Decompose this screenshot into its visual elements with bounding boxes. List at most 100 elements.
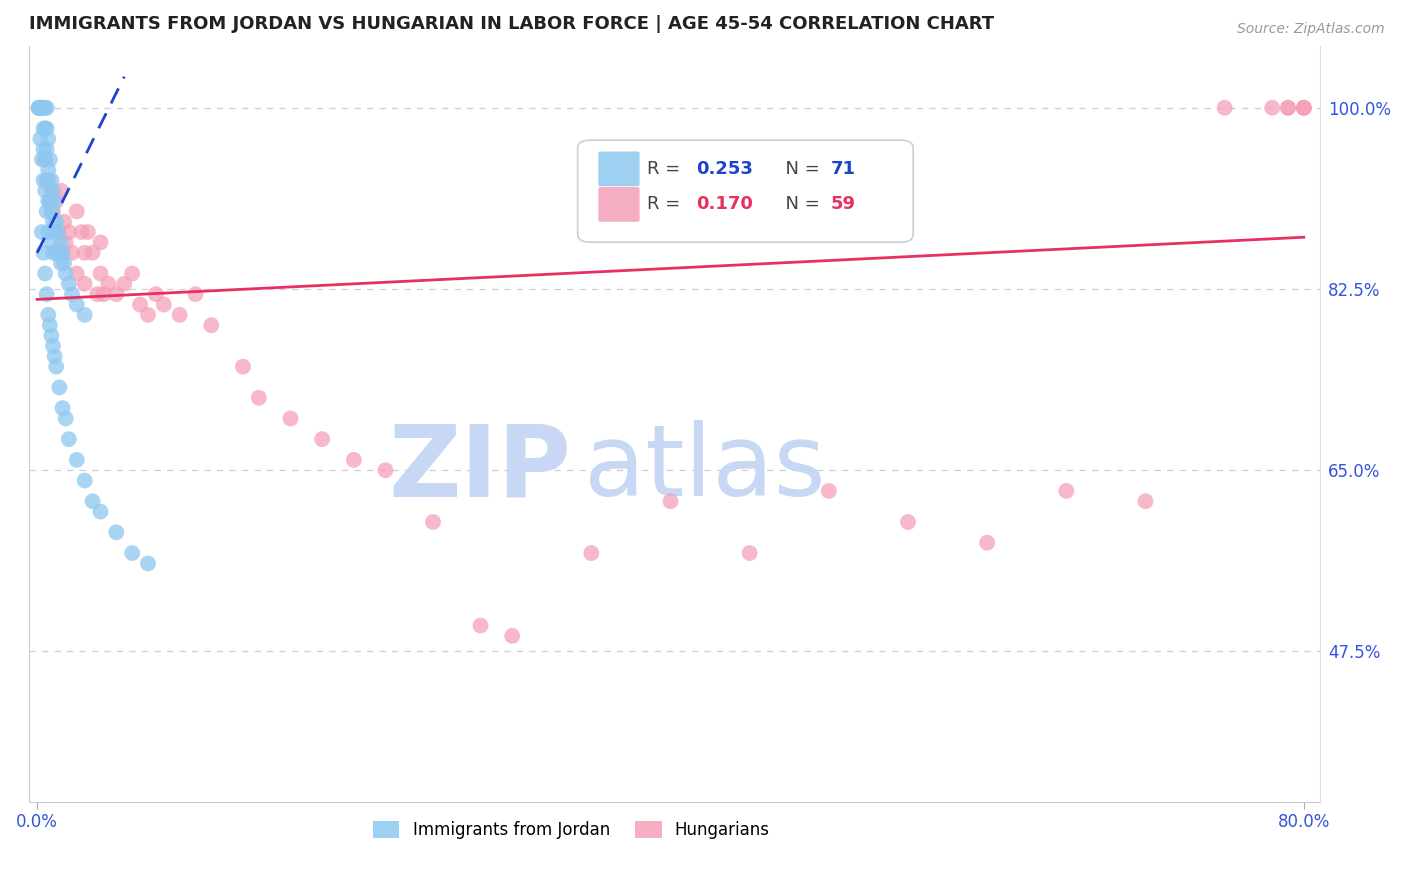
Immigrants from Jordan (35, 142, 58, 156)
Text: N =: N = (773, 160, 825, 178)
Immigrants from Jordan (66, 297, 89, 311)
Hungarians (73, 245, 96, 260)
Immigrants from Jordan (44, 194, 66, 208)
Hungarians (1292, 101, 1315, 115)
Immigrants from Jordan (45, 359, 67, 374)
Immigrants from Jordan (32, 121, 55, 136)
Immigrants from Jordan (42, 339, 65, 353)
Hungarians (184, 287, 207, 301)
Immigrants from Jordan (45, 215, 67, 229)
Immigrants from Jordan (51, 245, 73, 260)
Immigrants from Jordan (55, 411, 77, 425)
Immigrants from Jordan (42, 184, 65, 198)
Immigrants from Jordan (31, 153, 53, 167)
Hungarians (42, 204, 65, 219)
Hungarians (1292, 101, 1315, 115)
Hungarians (66, 267, 89, 281)
Immigrants from Jordan (82, 494, 104, 508)
Hungarians (82, 245, 104, 260)
Immigrants from Jordan (42, 215, 65, 229)
Immigrants from Jordan (46, 225, 69, 239)
Immigrants from Jordan (34, 153, 56, 167)
Hungarians (1054, 483, 1077, 498)
Hungarians (53, 215, 76, 229)
Hungarians (55, 235, 77, 250)
Hungarians (86, 287, 108, 301)
Immigrants from Jordan (73, 308, 96, 322)
Hungarians (89, 235, 111, 250)
Immigrants from Jordan (37, 308, 59, 322)
Text: N =: N = (773, 195, 825, 213)
Immigrants from Jordan (45, 245, 67, 260)
Hungarians (105, 287, 128, 301)
Immigrants from Jordan (38, 153, 60, 167)
Hungarians (374, 463, 396, 477)
Immigrants from Jordan (30, 101, 52, 115)
Immigrants from Jordan (48, 380, 70, 394)
Immigrants from Jordan (32, 101, 55, 115)
Immigrants from Jordan (44, 225, 66, 239)
Immigrants from Jordan (51, 401, 73, 415)
Hungarians (145, 287, 167, 301)
Hungarians (45, 194, 67, 208)
Hungarians (73, 277, 96, 291)
Hungarians (46, 225, 69, 239)
Immigrants from Jordan (49, 235, 72, 250)
Hungarians (738, 546, 761, 560)
Immigrants from Jordan (44, 349, 66, 363)
Immigrants from Jordan (35, 173, 58, 187)
Immigrants from Jordan (38, 318, 60, 333)
Hungarians (1277, 101, 1299, 115)
Immigrants from Jordan (73, 474, 96, 488)
Immigrants from Jordan (66, 453, 89, 467)
Immigrants from Jordan (28, 101, 51, 115)
Immigrants from Jordan (105, 525, 128, 540)
Immigrants from Jordan (58, 277, 80, 291)
Immigrants from Jordan (121, 546, 143, 560)
Immigrants from Jordan (32, 142, 55, 156)
Immigrants from Jordan (34, 121, 56, 136)
Hungarians (897, 515, 920, 529)
Hungarians (136, 308, 159, 322)
Immigrants from Jordan (49, 256, 72, 270)
Hungarians (422, 515, 444, 529)
Immigrants from Jordan (30, 132, 52, 146)
Hungarians (200, 318, 222, 333)
Text: 0.253: 0.253 (696, 160, 754, 178)
Hungarians (169, 308, 191, 322)
Text: R =: R = (647, 195, 686, 213)
Immigrants from Jordan (34, 101, 56, 115)
Immigrants from Jordan (41, 235, 63, 250)
Hungarians (1277, 101, 1299, 115)
Hungarians (112, 277, 135, 291)
Text: IMMIGRANTS FROM JORDAN VS HUNGARIAN IN LABOR FORCE | AGE 45-54 CORRELATION CHART: IMMIGRANTS FROM JORDAN VS HUNGARIAN IN L… (30, 15, 994, 33)
Hungarians (659, 494, 682, 508)
Immigrants from Jordan (31, 101, 53, 115)
Text: 0.170: 0.170 (696, 195, 754, 213)
Immigrants from Jordan (35, 204, 58, 219)
Hungarians (70, 225, 93, 239)
Hungarians (1213, 101, 1236, 115)
Immigrants from Jordan (89, 505, 111, 519)
Immigrants from Jordan (58, 432, 80, 446)
Hungarians (581, 546, 603, 560)
Immigrants from Jordan (28, 101, 51, 115)
Immigrants from Jordan (32, 245, 55, 260)
Hungarians (817, 483, 839, 498)
Immigrants from Jordan (30, 101, 52, 115)
Immigrants from Jordan (53, 256, 76, 270)
Hungarians (129, 297, 152, 311)
FancyBboxPatch shape (599, 152, 640, 186)
Immigrants from Jordan (42, 245, 65, 260)
Hungarians (1292, 101, 1315, 115)
Hungarians (66, 204, 89, 219)
Immigrants from Jordan (41, 173, 63, 187)
Hungarians (280, 411, 302, 425)
Immigrants from Jordan (34, 184, 56, 198)
Hungarians (1261, 101, 1284, 115)
Immigrants from Jordan (35, 287, 58, 301)
Hungarians (232, 359, 254, 374)
Hungarians (60, 245, 83, 260)
Legend: Immigrants from Jordan, Hungarians: Immigrants from Jordan, Hungarians (366, 814, 776, 847)
Hungarians (89, 267, 111, 281)
